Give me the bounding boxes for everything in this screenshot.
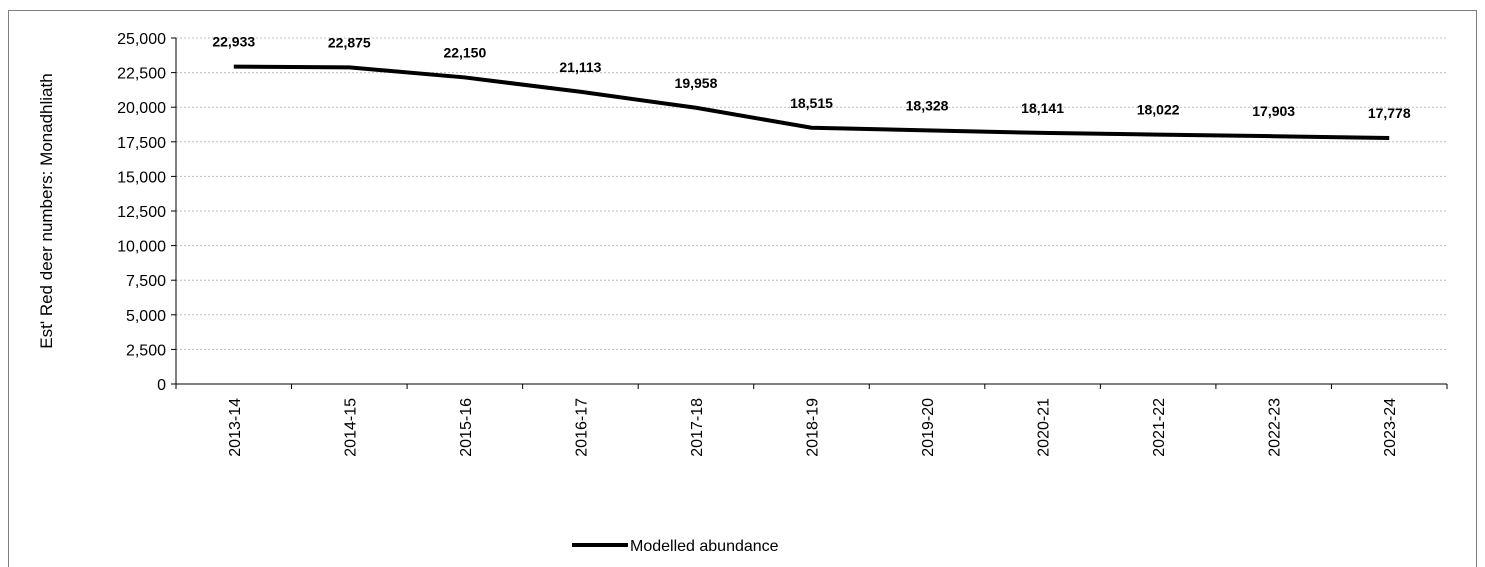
x-tick-label: 2018-19 (805, 398, 822, 457)
data-label: 22,875 (328, 34, 371, 50)
data-label: 18,328 (906, 97, 949, 113)
gridlines (176, 37, 1447, 350)
x-tick-label: 2013-14 (227, 398, 244, 457)
data-label: 18,515 (790, 95, 833, 111)
y-tick-label: 22,500 (117, 66, 166, 83)
y-tick-label: 2,500 (126, 342, 166, 359)
x-tick-label: 2017-18 (689, 398, 706, 457)
legend-label-modelled-abundance: Modelled abundance (630, 538, 779, 555)
data-labels: 22,933 22,875 22,150 21,113 19,958 18,515 18,3… (212, 34, 1410, 121)
x-tick-labels: 2013-14 2014-15 2015-16 2016-17 2017-18 2018-… (227, 398, 1399, 457)
data-label: 22,933 (212, 34, 255, 50)
series-line (233, 64, 1390, 140)
data-label: 22,150 (443, 44, 486, 60)
y-tick-label: 12,500 (117, 204, 166, 221)
x-tick-label: 2021-22 (1151, 398, 1168, 457)
x-tick-label: 2016-17 (573, 398, 590, 457)
y-tick-label: 17,500 (117, 135, 166, 152)
y-tick-label: 7,500 (126, 273, 166, 290)
data-label: 17,778 (1368, 105, 1411, 121)
y-tick-label: 25,000 (117, 31, 166, 48)
data-label: 19,958 (675, 75, 718, 91)
axes (171, 37, 1448, 389)
x-tick-label: 2022-23 (1267, 398, 1284, 457)
y-tick-label: 20,000 (117, 100, 166, 117)
y-tick-labels: 0 2,500 5,000 7,500 10,000 12,500 15,000 17,500… (117, 31, 166, 394)
x-tick-label: 2014-15 (342, 398, 359, 457)
data-label: 18,141 (1021, 100, 1064, 116)
x-tick-label: 2019-20 (920, 398, 937, 457)
y-tick-label: 15,000 (117, 169, 166, 186)
series-lines (233, 64, 1390, 140)
chart-frame (8, 10, 1477, 567)
y-tick-label: 5,000 (126, 308, 166, 325)
y-tick-label: 0 (157, 377, 166, 394)
data-label: 21,113 (559, 59, 601, 75)
x-tick-label: 2023-24 (1382, 398, 1399, 457)
y-axis-title: Est' Red deer numbers: Monadhliath (37, 73, 56, 348)
data-label: 18,022 (1137, 102, 1180, 118)
legend: Modelled abundance (572, 538, 779, 555)
x-tick-label: 2020-21 (1036, 398, 1053, 457)
y-tick-label: 10,000 (117, 239, 166, 256)
data-label: 17,903 (1252, 103, 1295, 119)
x-tick-label: 2015-16 (458, 398, 475, 457)
